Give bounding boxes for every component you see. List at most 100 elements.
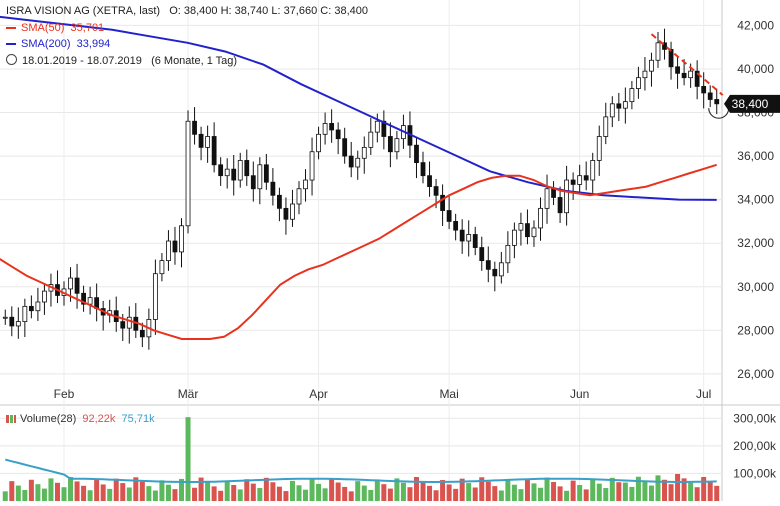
candle-body xyxy=(296,188,302,205)
trendline-dashed xyxy=(650,33,724,96)
volume-bar xyxy=(446,484,452,501)
volume-bar xyxy=(355,481,361,501)
volume-bar xyxy=(616,482,622,501)
candle-body xyxy=(485,260,491,270)
candle-body xyxy=(290,203,295,220)
x-tick-label: Jun xyxy=(570,387,589,401)
candle-body xyxy=(28,305,34,312)
candle-body xyxy=(636,77,641,89)
volume-bar xyxy=(498,490,504,501)
period-note: (6 Monate, 1 Tag) xyxy=(151,55,238,67)
candle-body xyxy=(192,120,197,135)
volume-bar xyxy=(662,479,668,501)
volume-bar xyxy=(701,477,707,501)
volume-bar xyxy=(453,488,459,501)
candle-body xyxy=(440,194,445,211)
candle-body xyxy=(583,175,589,181)
sma200-value: 33,994 xyxy=(76,38,111,50)
volume-bar xyxy=(172,489,178,501)
volume-tick-label: 200,00k xyxy=(733,439,777,453)
volume-bar xyxy=(479,477,485,501)
candle-body xyxy=(453,221,459,231)
volume-bar xyxy=(583,489,589,501)
candle-body xyxy=(237,160,243,181)
volume-bar xyxy=(113,478,119,501)
candle-body xyxy=(577,175,583,185)
volume-bar xyxy=(276,486,282,501)
candle-body xyxy=(2,316,8,319)
candle-body xyxy=(35,301,41,312)
volume-bar xyxy=(394,478,400,501)
candle-body xyxy=(277,194,282,209)
y-tick-label: 30,000 xyxy=(737,280,774,294)
y-tick-label: 42,000 xyxy=(737,18,774,32)
volume-bar xyxy=(596,483,602,501)
volume-bar xyxy=(165,484,171,501)
candle-body xyxy=(263,164,269,183)
volume-bar xyxy=(564,490,570,501)
candle-body xyxy=(250,175,256,190)
candle-body xyxy=(329,123,335,131)
volume-bar xyxy=(120,483,126,501)
volume-bar xyxy=(283,491,289,501)
support-arc xyxy=(708,108,730,119)
volume-bar xyxy=(648,485,654,501)
volume-bar xyxy=(309,479,315,501)
x-tick-label: Mär xyxy=(178,387,199,401)
candle-body xyxy=(511,229,517,246)
sma50-value: 35,701 xyxy=(70,22,105,34)
candle-body xyxy=(303,179,308,190)
volume-bar xyxy=(485,481,491,501)
candle-body xyxy=(9,316,15,327)
candle-body xyxy=(244,160,250,177)
candle-body xyxy=(544,188,550,209)
sma50-swatch xyxy=(6,27,16,30)
candle-body xyxy=(681,72,687,79)
volume-bar xyxy=(35,484,41,501)
volume-bar xyxy=(694,487,700,501)
volume-bar xyxy=(609,477,615,501)
candle-body xyxy=(335,129,341,140)
candle-body xyxy=(714,99,720,105)
candle-body xyxy=(218,164,224,177)
volume-bar xyxy=(28,479,34,501)
candle-body xyxy=(374,120,380,133)
volume-legend: Volume(28) 92,22k 75,71k xyxy=(6,413,155,425)
volume-bar xyxy=(48,478,54,501)
volume-bar xyxy=(518,489,524,501)
candle-body xyxy=(348,155,354,168)
period-range: 18.01.2019 - 18.07.2019 xyxy=(22,55,142,67)
chart-title-line: ISRA VISION AG (XETRA, last) O: 38,400 H… xyxy=(6,5,368,17)
volume-bar xyxy=(420,481,426,501)
legend-sma50: SMA(50) 35,701 xyxy=(6,22,104,34)
candle-body xyxy=(81,292,86,305)
volume-bar xyxy=(244,479,250,501)
candle-body xyxy=(120,321,126,329)
candle-body xyxy=(414,144,419,164)
volume-bar xyxy=(407,487,413,501)
volume-bar xyxy=(368,489,374,501)
volume-bar xyxy=(492,486,498,501)
volume-bar xyxy=(296,485,302,501)
candle-body xyxy=(525,223,530,238)
candle-body xyxy=(316,133,321,153)
volume-bar xyxy=(688,482,694,501)
y-tick-label: 32,000 xyxy=(737,236,774,250)
candle-body xyxy=(538,207,543,229)
x-tick-label: Apr xyxy=(309,387,328,401)
candle-body xyxy=(172,240,178,253)
candle-body xyxy=(492,268,498,277)
candle-body xyxy=(185,120,191,227)
candle-body xyxy=(472,234,478,248)
candle-body xyxy=(152,273,158,320)
volume-bar xyxy=(381,484,387,501)
candle-body xyxy=(668,48,674,68)
x-tick-label: Jul xyxy=(696,387,711,401)
volume-bar xyxy=(41,488,47,501)
candle-body xyxy=(309,151,315,181)
volume-bar xyxy=(205,481,211,501)
candle-body xyxy=(322,123,328,135)
candle-body xyxy=(420,162,426,177)
